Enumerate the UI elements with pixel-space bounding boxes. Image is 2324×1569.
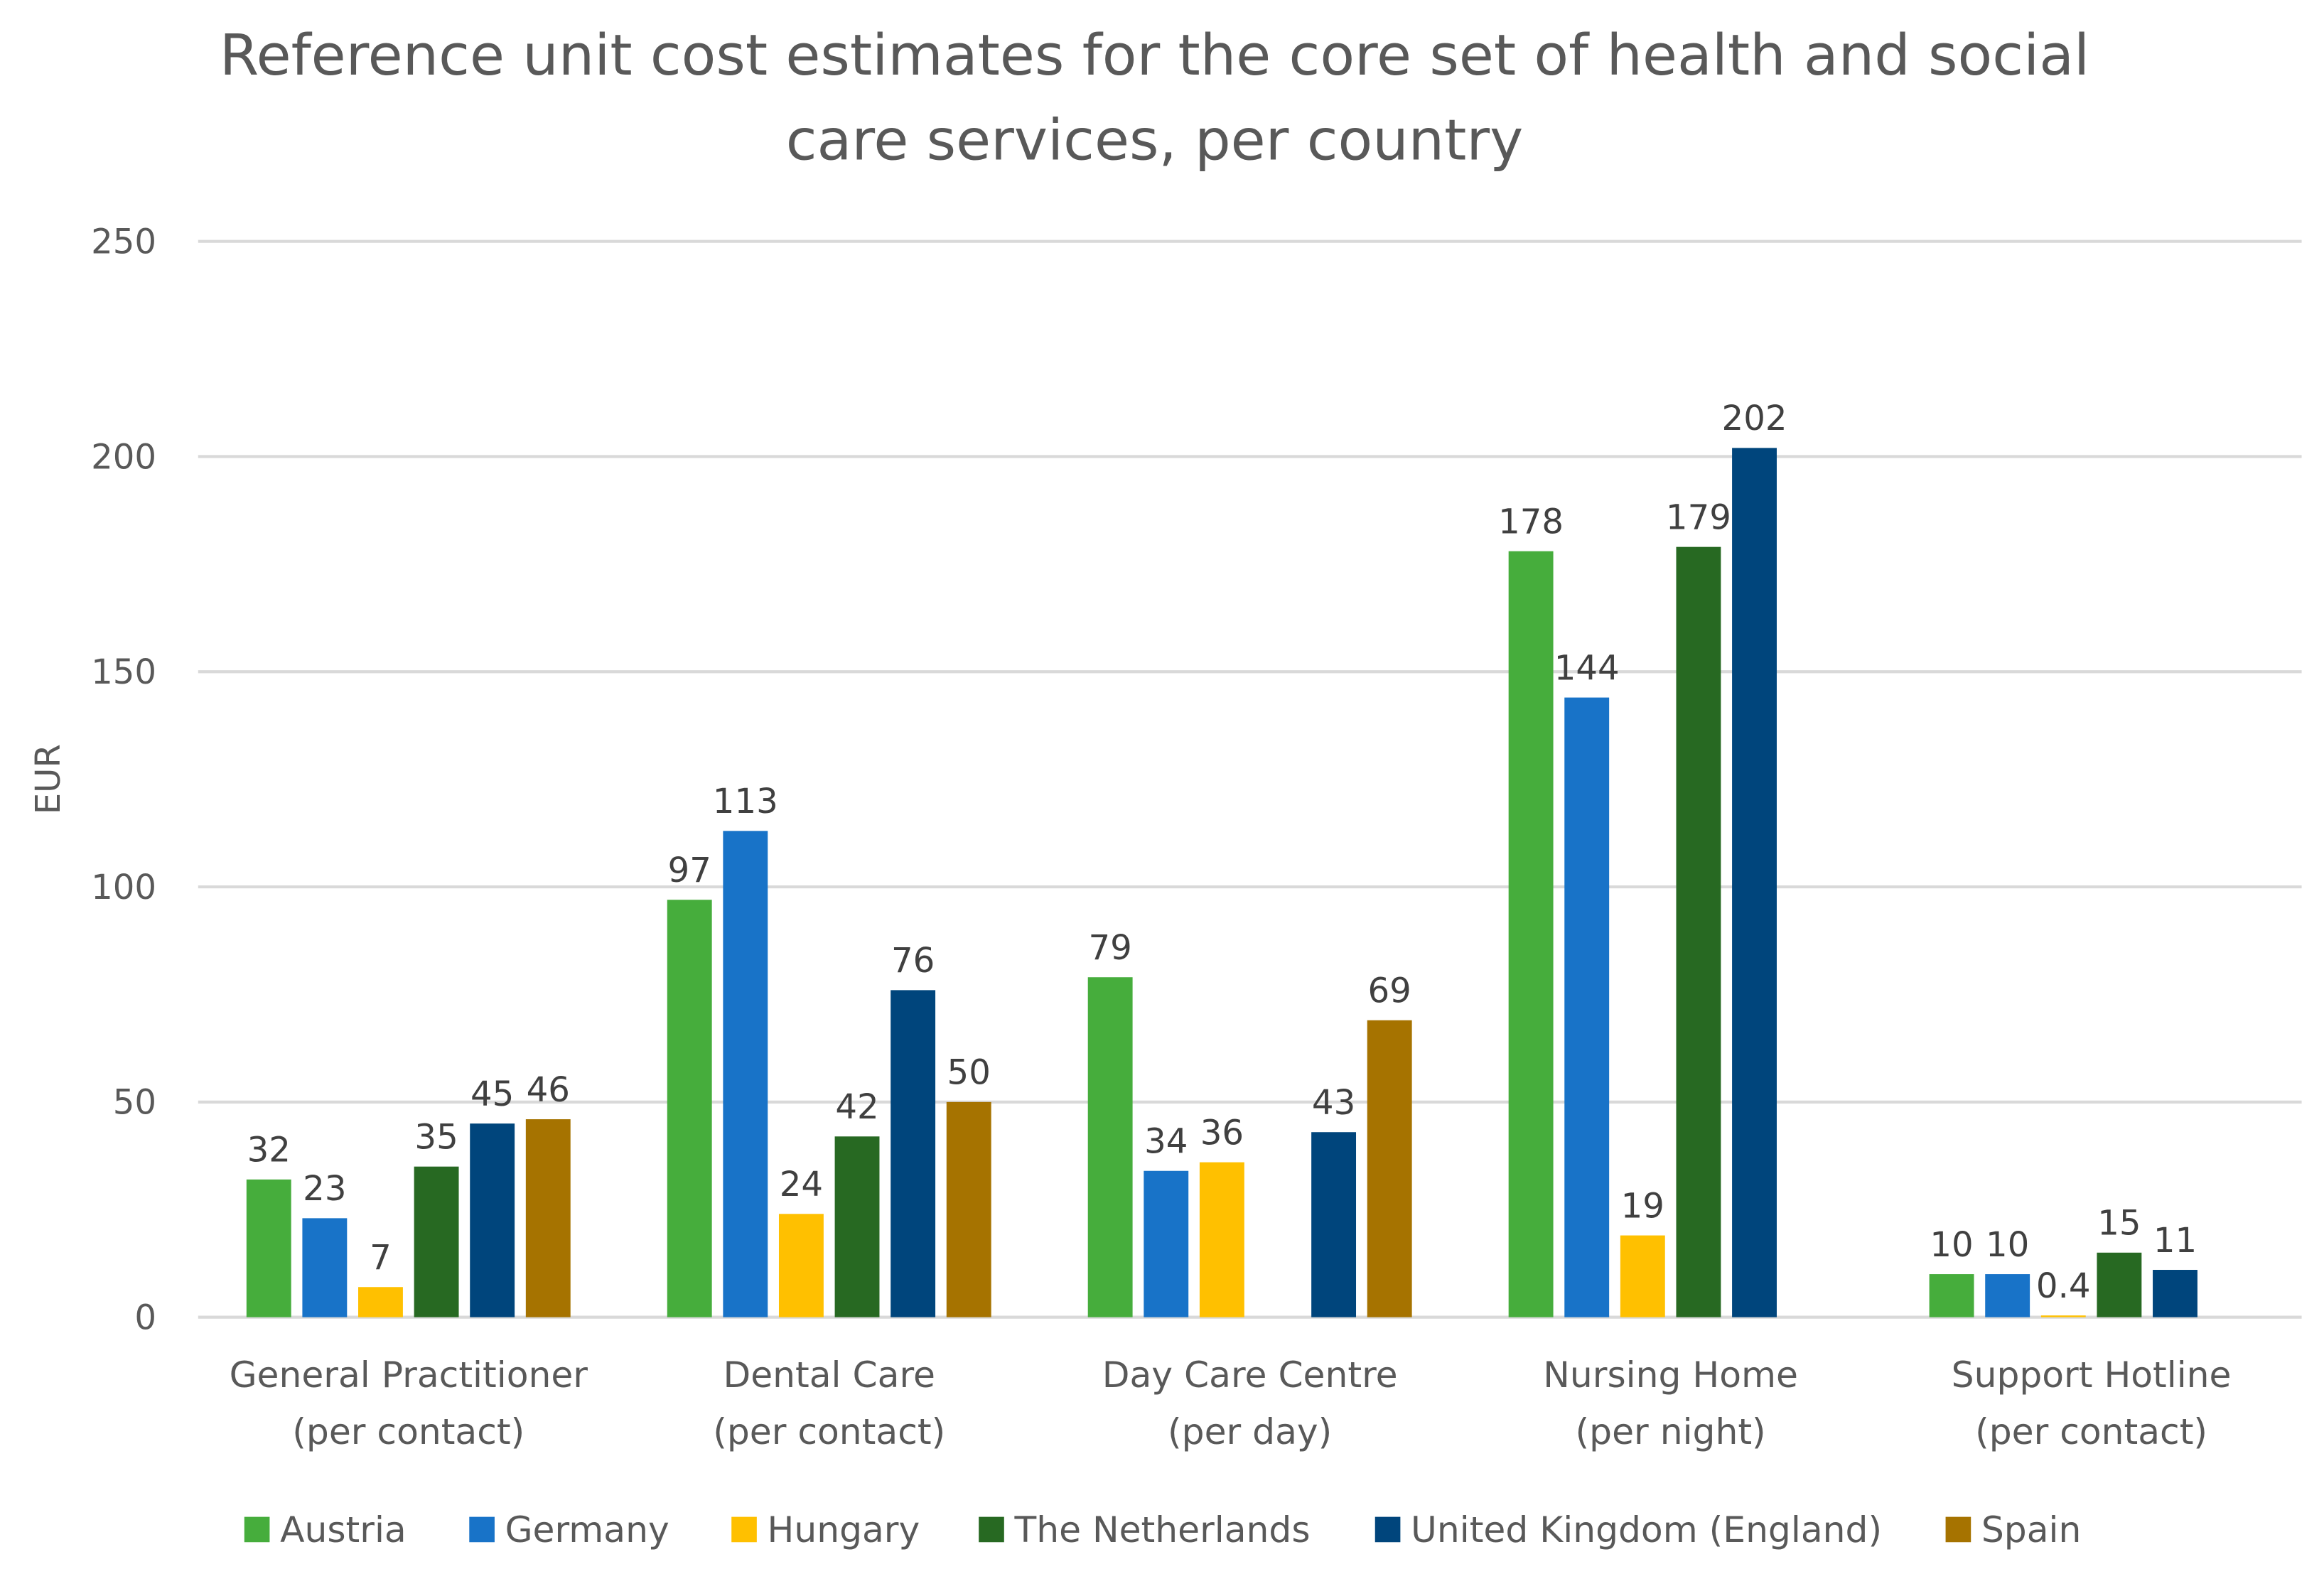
data-label: 36 <box>1200 1113 1244 1153</box>
data-label: 178 <box>1498 502 1564 542</box>
data-label: 45 <box>470 1074 514 1114</box>
y-axis-label: EUR <box>28 744 68 814</box>
bar-hungary <box>1620 1235 1665 1317</box>
legend-swatch <box>1945 1516 1971 1543</box>
bar-united-kingdom-england- <box>1732 448 1777 1317</box>
data-label: 23 <box>303 1169 346 1209</box>
data-label: 0.4 <box>2036 1266 2091 1306</box>
bar-united-kingdom-england- <box>1311 1132 1357 1317</box>
bar-spain <box>1367 1020 1412 1317</box>
data-label: 42 <box>835 1087 878 1127</box>
bar-austria <box>1929 1274 1974 1317</box>
y-tick-label: 0 <box>134 1298 156 1337</box>
legend-swatch <box>979 1516 1004 1543</box>
data-label: 34 <box>1144 1122 1188 1162</box>
bar-the-netherlands <box>834 1136 880 1317</box>
bar-austria <box>246 1179 291 1317</box>
data-label: 35 <box>414 1118 458 1158</box>
data-label: 144 <box>1554 648 1620 688</box>
legend-label: Hungary <box>768 1509 920 1551</box>
bar-germany <box>302 1218 348 1317</box>
legend-label: Spain <box>1981 1509 2082 1551</box>
legend-swatch <box>1375 1516 1401 1543</box>
bar-austria <box>1087 977 1133 1317</box>
data-label: 43 <box>1312 1083 1355 1123</box>
bar-germany <box>1985 1274 2030 1317</box>
data-label: 46 <box>527 1070 570 1110</box>
bar-the-netherlands <box>2097 1252 2142 1317</box>
x-category-label: (per day) <box>1168 1411 1332 1452</box>
legend-swatch <box>469 1516 495 1543</box>
y-tick-label: 50 <box>113 1083 156 1123</box>
data-label: 32 <box>247 1131 291 1170</box>
data-label: 179 <box>1666 497 1731 537</box>
data-label: 24 <box>780 1165 823 1204</box>
bar-the-netherlands <box>414 1166 459 1317</box>
bar-hungary <box>358 1287 403 1317</box>
y-tick-label: 100 <box>91 868 156 907</box>
x-category-label: Day Care Centre <box>1102 1354 1398 1396</box>
bar-united-kingdom-england- <box>470 1123 515 1317</box>
bar-austria <box>1508 551 1554 1317</box>
data-label: 113 <box>713 782 778 821</box>
bar-the-netherlands <box>1676 546 1721 1317</box>
y-tick-label: 250 <box>91 222 156 262</box>
bar-hungary <box>2040 1315 2086 1317</box>
data-label: 76 <box>891 941 935 981</box>
bar-austria <box>667 900 712 1317</box>
x-category-label: (per contact) <box>292 1411 524 1452</box>
legend-label: Austria <box>280 1509 407 1551</box>
bar-hungary <box>1199 1162 1244 1317</box>
data-label: 10 <box>1986 1225 2029 1265</box>
legend-swatch <box>731 1516 757 1543</box>
chart-title-line-1: Reference unit cost estimates for the co… <box>220 22 2089 88</box>
x-category-label: Support Hotline <box>1952 1354 2232 1396</box>
x-category-label: (per contact) <box>713 1411 945 1452</box>
chart-title-line-2: care services, per country <box>786 107 1523 173</box>
data-label: 10 <box>1930 1225 1973 1265</box>
data-label: 7 <box>370 1238 392 1278</box>
x-category-label: (per contact) <box>1975 1411 2207 1452</box>
bar-germany <box>723 831 768 1317</box>
data-label: 11 <box>2153 1221 2197 1261</box>
y-tick-label: 200 <box>91 437 156 477</box>
bar-hungary <box>778 1214 824 1317</box>
bar-united-kingdom-england- <box>891 990 936 1317</box>
x-category-label: Nursing Home <box>1543 1354 1798 1396</box>
bar-germany <box>1144 1170 1189 1317</box>
bar-germany <box>1564 697 1610 1317</box>
data-label: 79 <box>1088 928 1131 968</box>
legend-swatch <box>244 1516 270 1543</box>
x-category-label: General Practitioner <box>230 1354 588 1396</box>
data-label: 69 <box>1368 971 1411 1011</box>
y-tick-label: 150 <box>91 652 156 692</box>
data-label: 97 <box>668 851 711 890</box>
legend-label: Germany <box>505 1509 669 1551</box>
legend-label: The Netherlands <box>1013 1509 1310 1551</box>
legend-label: United Kingdom (England) <box>1411 1509 1882 1551</box>
bar-united-kingdom-england- <box>2153 1270 2197 1317</box>
bar-spain <box>946 1101 991 1317</box>
data-label: 19 <box>1621 1186 1664 1226</box>
data-label: 202 <box>1722 399 1787 438</box>
data-label: 50 <box>947 1053 991 1093</box>
data-label: 15 <box>2097 1204 2141 1244</box>
x-category-label: Dental Care <box>723 1354 935 1396</box>
x-category-label: (per night) <box>1576 1411 1766 1452</box>
bar-spain <box>525 1119 571 1317</box>
